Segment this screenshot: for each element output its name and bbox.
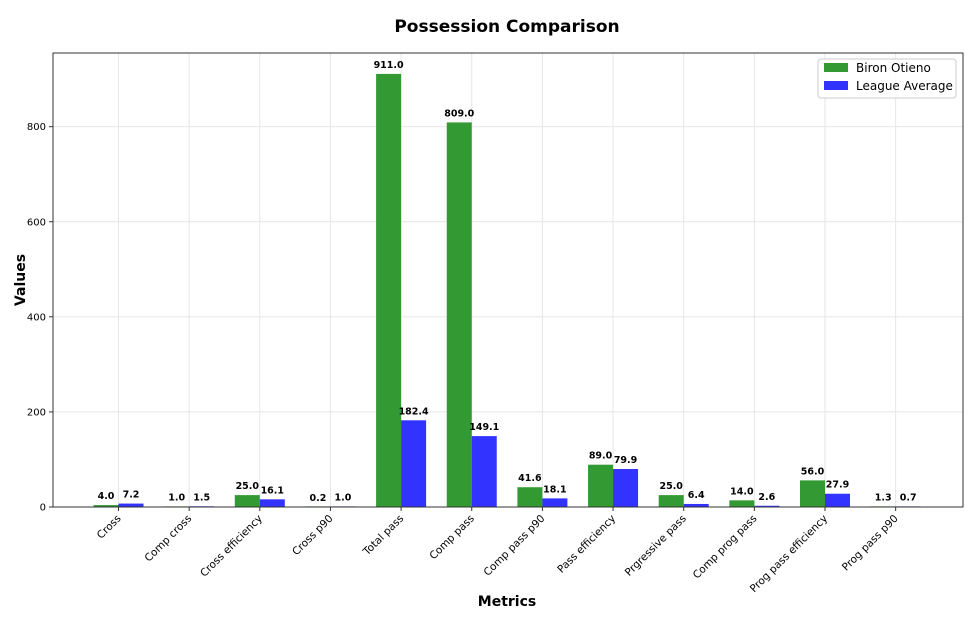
y-tick-label: 600 (27, 217, 46, 228)
x-tick-label: Prog pass p90 (840, 513, 901, 574)
bar-player (588, 464, 614, 507)
bar-league (542, 498, 568, 507)
chart-title: Possession Comparison (394, 17, 619, 37)
data-label: 911.0 (374, 60, 404, 71)
bar-player (800, 480, 825, 507)
data-labels: 4.0 1.0 25.0 0.2 911.0 809.0 41.6 89.0 25.0 14.0 5… (98, 60, 917, 504)
data-label: 0.7 (900, 493, 917, 504)
legend-swatch (824, 81, 848, 90)
x-tick-label: Comp pass (427, 513, 477, 563)
bar-league (118, 503, 144, 507)
data-label: 79.9 (614, 455, 637, 466)
bar-player (517, 487, 543, 507)
bar-player (658, 495, 684, 507)
x-tick-label: Prgressive pass (623, 513, 689, 579)
bar-league (613, 469, 639, 507)
data-label: 182.4 (399, 406, 429, 417)
data-label: 7.2 (123, 490, 140, 501)
bar-player (234, 495, 260, 507)
data-label: 2.6 (758, 492, 775, 503)
x-tick-label: Total pass (360, 513, 406, 559)
x-axis-ticks: Cross Comp cross Cross efficiency Cross p90… (95, 507, 901, 595)
bar-player (446, 122, 472, 507)
bar-league (683, 503, 709, 507)
y-tick-label: 800 (27, 122, 46, 133)
x-tick-label: Comp prog pass (691, 513, 760, 582)
data-label: 6.4 (688, 490, 705, 501)
data-label: 0.2 (310, 493, 327, 504)
legend-label: Biron Otieno (856, 61, 931, 75)
x-tick-label: Comp cross (142, 513, 194, 565)
bar-league (471, 436, 497, 507)
bar-league (259, 499, 285, 507)
data-label: 25.0 (236, 481, 260, 492)
x-tick-label: Cross efficiency (198, 513, 265, 580)
bar-league (401, 420, 427, 507)
bar-player (729, 500, 755, 507)
y-axis-label: Values (13, 254, 29, 306)
data-label: 1.5 (193, 492, 210, 503)
y-tick-label: 200 (27, 407, 46, 418)
grid (53, 53, 963, 508)
legend-label: League Average (856, 79, 953, 93)
data-label: 149.1 (469, 422, 499, 433)
data-label: 16.1 (261, 485, 284, 496)
legend: Biron Otieno League Average (817, 58, 957, 99)
data-label: 27.9 (826, 480, 849, 491)
bars (93, 73, 921, 508)
y-tick-label: 0 (40, 503, 46, 514)
x-axis-label: Metrics (478, 594, 536, 610)
data-label: 41.6 (518, 473, 542, 484)
data-label: 4.0 (98, 491, 115, 502)
x-tick-label: Cross p90 (290, 513, 335, 558)
data-label: 1.3 (875, 492, 892, 503)
legend-box (817, 58, 957, 99)
y-axis-ticks: 0 200 400 600 800 (27, 122, 53, 514)
data-label: 14.0 (730, 486, 754, 497)
x-tick-label: Cross (95, 513, 124, 542)
data-label: 56.0 (801, 466, 825, 477)
x-tick-label: Prog pass efficiency (748, 513, 830, 595)
x-tick-label: Pass efficiency (555, 513, 618, 576)
x-tick-label: Comp pass p90 (481, 513, 547, 579)
bar-player (376, 73, 402, 508)
bar-league (825, 493, 850, 507)
data-label: 1.0 (335, 493, 352, 504)
data-label: 89.0 (589, 451, 613, 462)
bar-player (93, 505, 119, 507)
legend-swatch (824, 63, 848, 72)
data-label: 809.0 (444, 108, 474, 119)
y-tick-label: 400 (27, 312, 46, 323)
bar-league (754, 505, 780, 507)
data-label: 25.0 (659, 481, 683, 492)
plot-frame (52, 52, 964, 508)
data-label: 18.1 (543, 484, 566, 495)
data-label: 1.0 (168, 493, 185, 504)
